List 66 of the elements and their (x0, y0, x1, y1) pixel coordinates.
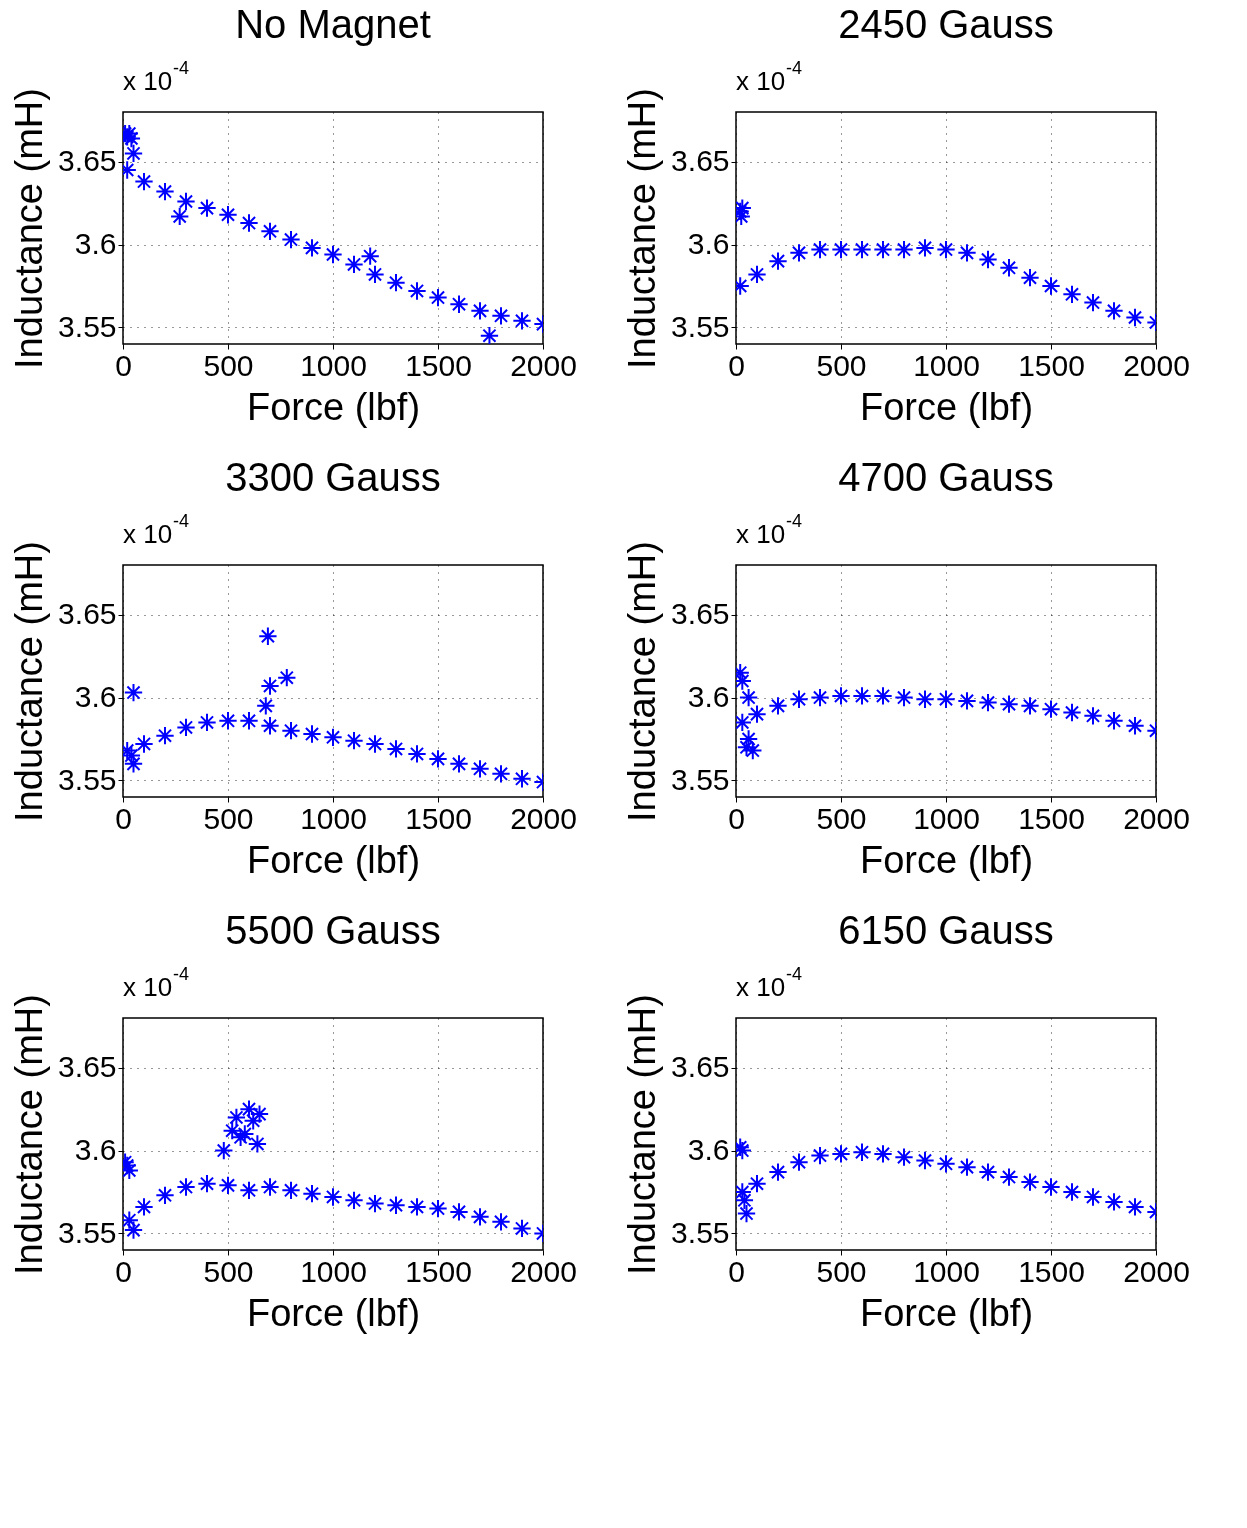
y-tick-label: 3.55 (58, 1215, 117, 1249)
x-tick-label: 2000 (1123, 801, 1190, 835)
x-tick-label: 2000 (510, 801, 577, 835)
y-tick-label: 3.6 (74, 227, 117, 261)
x-tick-label: 1000 (913, 1254, 980, 1288)
x-tick-label: 2000 (510, 348, 577, 382)
x-tick-label: 1000 (300, 801, 367, 835)
y-axis-title: Inductance (mH) (621, 88, 664, 369)
y-axis-title: Inductance (mH) (8, 994, 51, 1275)
chart-title: 2450 Gauss (838, 2, 1054, 46)
x-axis-title: Force (lbf) (246, 838, 421, 881)
y-tick-label: 3.65 (58, 1050, 117, 1084)
y-tick-label: 3.65 (671, 597, 730, 631)
x-tick-label: 2000 (1123, 348, 1190, 382)
y-tick-label: 3.55 (58, 762, 117, 796)
y-tick-label: 3.65 (58, 144, 117, 178)
x-tick-label: 0 (728, 801, 745, 835)
x-tick-label: 2000 (510, 1254, 577, 1288)
y-tick-label: 3.55 (671, 309, 730, 343)
y-tick-label: 3.6 (687, 227, 730, 261)
chart-title: 3300 Gauss (225, 455, 441, 499)
x-tick-label: 1000 (300, 348, 367, 382)
x-axis-title: Force (lbf) (859, 1291, 1034, 1334)
x-tick-label: 500 (816, 348, 867, 382)
x-tick-label: 0 (115, 801, 132, 835)
y-axis-title: Inductance (mH) (621, 994, 664, 1275)
x-tick-label: 2000 (1123, 1254, 1190, 1288)
y-tick-label: 3.6 (687, 680, 730, 714)
x-axis-title: Force (lbf) (859, 385, 1034, 428)
x-tick-label: 1500 (1018, 348, 1085, 382)
y-tick-label: 3.65 (671, 144, 730, 178)
y-tick-label: 3.65 (671, 1050, 730, 1084)
x-tick-label: 1000 (913, 348, 980, 382)
chart-title: 4700 Gauss (838, 455, 1054, 499)
x-tick-label: 500 (203, 348, 254, 382)
x-tick-label: 0 (728, 348, 745, 382)
y-tick-label: 3.55 (671, 762, 730, 796)
x-tick-label: 1500 (405, 348, 472, 382)
x-tick-label: 1000 (300, 1254, 367, 1288)
x-axis-title: Force (lbf) (859, 838, 1034, 881)
y-tick-label: 3.6 (74, 1133, 117, 1167)
y-tick-label: 3.55 (671, 1215, 730, 1249)
x-tick-label: 0 (115, 348, 132, 382)
x-tick-label: 500 (203, 1254, 254, 1288)
y-axis-title: Inductance (mH) (621, 541, 664, 822)
x-tick-label: 500 (203, 801, 254, 835)
x-tick-label: 1500 (405, 1254, 472, 1288)
chart-title: 5500 Gauss (225, 908, 441, 952)
x-tick-label: 0 (728, 1254, 745, 1288)
x-tick-label: 0 (115, 1254, 132, 1288)
y-axis-title: Inductance (mH) (8, 541, 51, 822)
y-tick-label: 3.6 (687, 1133, 730, 1167)
y-tick-label: 3.65 (58, 597, 117, 631)
x-axis-title: Force (lbf) (246, 385, 421, 428)
chart-title: 6150 Gauss (838, 908, 1054, 952)
y-tick-label: 3.6 (74, 680, 117, 714)
x-tick-label: 500 (816, 801, 867, 835)
x-axis-title: Force (lbf) (246, 1291, 421, 1334)
chart-title: No Magnet (235, 2, 431, 46)
x-tick-label: 500 (816, 1254, 867, 1288)
x-tick-label: 1000 (913, 801, 980, 835)
y-tick-label: 3.55 (58, 309, 117, 343)
y-axis-title: Inductance (mH) (8, 88, 51, 369)
x-tick-label: 1500 (405, 801, 472, 835)
x-tick-label: 1500 (1018, 1254, 1085, 1288)
x-tick-label: 1500 (1018, 801, 1085, 835)
